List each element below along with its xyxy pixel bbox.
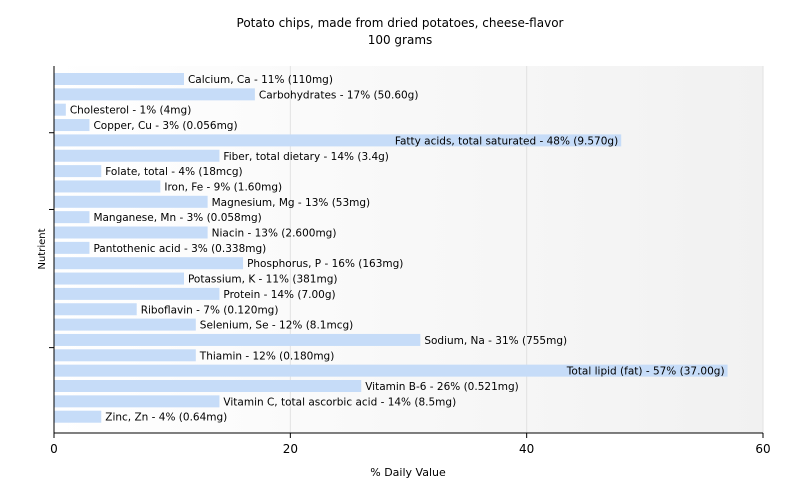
bar-label: Vitamin B-6 - 26% (0.521mg): [365, 381, 519, 393]
x-tick-label: 20: [283, 442, 298, 456]
axes: 0 20 40 60: [49, 66, 771, 456]
bar-label: Folate, total - 4% (18mcg): [105, 166, 242, 178]
bar-label: Vitamin C, total ascorbic acid - 14% (8.…: [223, 396, 456, 408]
x-axis-label: % Daily Value: [370, 466, 446, 479]
bar-label: Potassium, K - 11% (381mg): [188, 274, 338, 286]
bar-label: Riboflavin - 7% (0.120mg): [141, 304, 279, 316]
bar: [54, 195, 208, 208]
bar-label: Total lipid (fat) - 57% (37.00g): [566, 366, 725, 378]
bar: [54, 287, 220, 300]
bar-label: Calcium, Ca - 11% (110mg): [188, 74, 333, 86]
bar: [54, 410, 102, 423]
bar-label: Fiber, total dietary - 14% (3.4g): [223, 151, 388, 163]
bar: [54, 73, 184, 85]
x-tick-label: 60: [755, 442, 770, 456]
bar: [54, 395, 220, 408]
bar: [54, 88, 255, 101]
bar: [54, 226, 208, 239]
bar: [54, 211, 90, 224]
bar-label: Zinc, Zn - 4% (0.64mg): [105, 412, 227, 424]
bar: [54, 180, 161, 193]
bar: [54, 364, 728, 377]
bar: [54, 272, 184, 285]
bar: [54, 119, 90, 132]
bars: [54, 73, 728, 423]
bar: [54, 241, 90, 254]
bar: [54, 349, 196, 362]
bar-label: Pantothenic acid - 3% (0.338mg): [93, 243, 266, 255]
bar-label: Copper, Cu - 3% (0.056mg): [93, 120, 237, 132]
bar: [54, 318, 196, 331]
bar-labels: Calcium, Ca - 11% (110mg) Carbohydrates -…: [70, 74, 725, 424]
bar-label: Phosphorus, P - 16% (163mg): [247, 258, 403, 270]
y-axis-label: Nutrient: [37, 228, 48, 269]
bar: [54, 165, 102, 178]
bar: [54, 380, 362, 392]
bar-label: Fatty acids, total saturated - 48% (9.57…: [395, 135, 618, 147]
bar: [54, 134, 622, 147]
bar-label: Iron, Fe - 9% (1.60mg): [164, 181, 282, 193]
bar-label: Selenium, Se - 12% (8.1mcg): [200, 320, 353, 332]
bar-label: Sodium, Na - 31% (755mg): [424, 335, 567, 347]
chart-title: Potato chips, made from dried potatoes, …: [237, 16, 564, 30]
bar-label: Magnesium, Mg - 13% (53mg): [212, 197, 371, 209]
x-tick-label: 0: [50, 442, 58, 456]
bar-label: Manganese, Mn - 3% (0.058mg): [93, 212, 261, 224]
bar-label: Niacin - 13% (2.600mg): [212, 228, 337, 240]
bar: [54, 103, 66, 116]
bar-label: Cholesterol - 1% (4mg): [70, 105, 192, 117]
bar: [54, 149, 220, 162]
x-tick-label: 40: [519, 442, 534, 456]
bar: [54, 257, 244, 270]
bar-label: Thiamin - 12% (0.180mg): [199, 350, 335, 362]
bar-label: Carbohydrates - 17% (50.60g): [259, 89, 419, 101]
bar: [54, 303, 137, 316]
chart-subtitle: 100 grams: [368, 33, 433, 47]
bar: [54, 333, 421, 346]
bar-label: Protein - 14% (7.00g): [223, 289, 335, 301]
